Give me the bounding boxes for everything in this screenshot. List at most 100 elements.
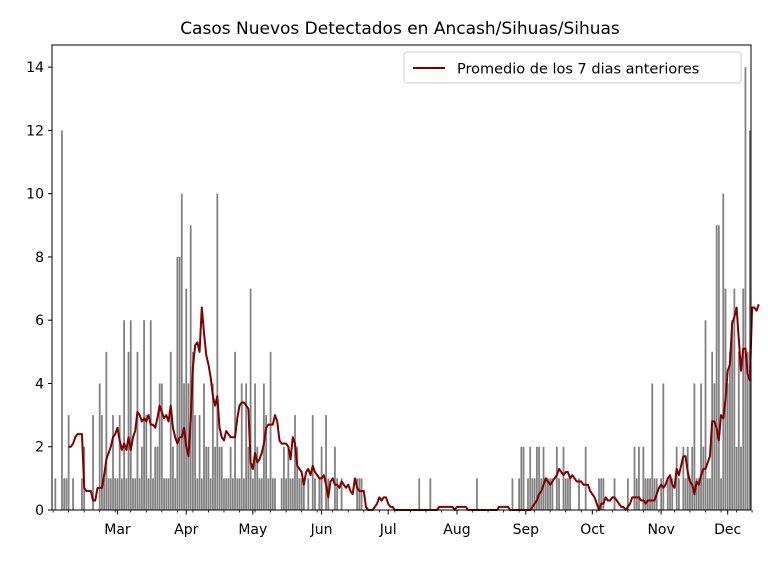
bar (136, 351, 139, 510)
bar (649, 478, 651, 510)
bar (642, 446, 645, 510)
bar (218, 446, 221, 510)
bar (569, 478, 572, 510)
bar (527, 478, 529, 510)
bar (660, 478, 663, 510)
bar (251, 478, 254, 510)
bar (285, 478, 287, 510)
bar (203, 383, 205, 510)
bar (107, 478, 110, 510)
bar (340, 478, 343, 510)
bar (564, 478, 567, 510)
bar (511, 478, 514, 510)
bar (240, 383, 243, 510)
bar (318, 478, 321, 510)
bar (216, 193, 219, 510)
y-tick-label: 10 (26, 187, 44, 203)
bar (302, 478, 305, 510)
bar (147, 478, 150, 510)
y-tick-label: 0 (35, 503, 44, 519)
bar (200, 478, 203, 510)
bar (158, 383, 161, 510)
bar (693, 383, 696, 510)
bar (325, 415, 327, 510)
bar (280, 478, 283, 510)
bar (722, 193, 725, 510)
bar (67, 415, 70, 510)
bar (717, 225, 720, 510)
bar (695, 478, 698, 510)
bar (531, 478, 534, 510)
bar (152, 478, 154, 510)
bar (154, 446, 157, 510)
bar (267, 478, 270, 510)
bar (198, 415, 201, 510)
bar (274, 478, 276, 510)
bar (192, 351, 194, 510)
bar (178, 256, 181, 510)
bar (742, 288, 745, 510)
x-tick-label: Apr (174, 522, 198, 538)
x-tick-label: Jul (379, 522, 397, 538)
bar (283, 446, 285, 510)
bar (220, 446, 223, 510)
bar (726, 383, 729, 510)
x-tick-label: Aug (443, 522, 470, 538)
bar (529, 446, 532, 510)
bar (167, 478, 170, 510)
bar (236, 478, 239, 510)
bar (429, 478, 432, 510)
bar (520, 446, 523, 510)
bar (567, 478, 569, 510)
bar (196, 478, 199, 510)
bar (547, 478, 549, 510)
chart-title: Casos Nuevos Detectados en Ancash/Sihuas… (180, 19, 620, 39)
bar (720, 478, 722, 510)
bar (314, 478, 316, 510)
bar (205, 446, 208, 510)
x-tick-label: May (238, 522, 267, 538)
bar (214, 446, 216, 510)
y-tick-label: 6 (35, 313, 44, 329)
bar (542, 446, 545, 510)
bar (123, 320, 126, 510)
bar (418, 478, 421, 510)
bar (289, 478, 292, 510)
bar (243, 478, 245, 510)
bar (700, 383, 702, 510)
legend-label: Promedio de los 7 dias anteriores (457, 62, 699, 78)
bar (360, 478, 363, 510)
bar (101, 415, 103, 510)
bar (118, 415, 121, 510)
bar (522, 446, 525, 510)
bar (544, 478, 547, 510)
bar (260, 478, 263, 510)
bar (112, 415, 114, 510)
bar (689, 478, 691, 510)
bar (172, 446, 174, 510)
bar (180, 193, 183, 510)
bar (105, 351, 108, 510)
bar (644, 478, 647, 510)
bar (165, 478, 168, 510)
bar (298, 478, 301, 510)
bar (535, 446, 538, 510)
bar (223, 478, 225, 510)
bar (635, 478, 638, 510)
bar (92, 415, 94, 510)
bar (311, 415, 314, 510)
bar (143, 320, 145, 510)
bar (211, 383, 214, 510)
y-tick-label: 4 (35, 376, 44, 392)
bar (675, 446, 678, 510)
bar (227, 478, 230, 510)
bar (729, 351, 731, 510)
bar (538, 446, 540, 510)
bar (735, 446, 738, 510)
x-tick-label: Sep (513, 522, 540, 538)
bar (682, 446, 685, 510)
bar (194, 415, 197, 510)
bar (651, 383, 654, 510)
bar (549, 478, 552, 510)
